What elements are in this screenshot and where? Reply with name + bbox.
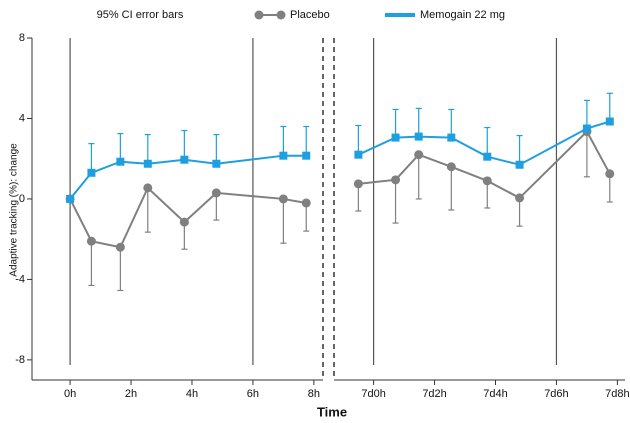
marker [302, 151, 311, 160]
y-tick-label: 8 [19, 32, 25, 44]
x-tick-label: 0h [64, 388, 76, 400]
x-tick-label: 7d4h [483, 388, 507, 400]
y-tick-label: 0 [19, 193, 25, 205]
x-tick-label: 2h [125, 388, 137, 400]
marker [483, 152, 492, 161]
marker [143, 183, 153, 193]
marker [414, 132, 423, 141]
legend-label: Placebo [290, 9, 330, 21]
marker [279, 151, 288, 160]
x-tick-label: 7d8h [605, 388, 629, 400]
x-tick-label: 7d2h [422, 388, 446, 400]
x-tick-label: 6h [247, 388, 259, 400]
marker [515, 193, 525, 203]
marker [211, 188, 221, 198]
x-tick-label: 7d6h [544, 388, 568, 400]
legend-title: 95% CI error bars [97, 9, 184, 21]
marker [66, 194, 75, 203]
marker [212, 159, 221, 168]
legend-swatch [254, 10, 264, 20]
marker [115, 242, 125, 252]
marker [301, 198, 311, 208]
marker [180, 155, 189, 164]
y-axis-title: Adaptive tracking (%): change [9, 143, 20, 277]
legend-label: Memogain 22 mg [420, 9, 505, 21]
marker [86, 236, 96, 246]
marker [414, 150, 424, 160]
x-tick-label: 8h [308, 388, 320, 400]
x-axis-title: Time [317, 404, 347, 419]
y-tick-label: 4 [19, 112, 25, 124]
series-line [69, 154, 307, 200]
y-tick-label: -8 [15, 354, 25, 366]
marker [391, 175, 401, 185]
marker [605, 169, 615, 179]
x-tick-label: 7d0h [361, 388, 385, 400]
marker [353, 179, 363, 189]
marker [515, 160, 524, 169]
marker [447, 133, 456, 142]
marker [179, 217, 189, 227]
marker [482, 176, 492, 186]
marker [143, 159, 152, 168]
x-tick-label: 4h [186, 388, 198, 400]
marker [605, 117, 614, 126]
series-line [69, 186, 307, 249]
marker [582, 124, 591, 133]
marker [391, 133, 400, 142]
marker [446, 162, 456, 172]
marker [116, 157, 125, 166]
series-line [358, 129, 611, 200]
marker [87, 168, 96, 177]
legend-swatch [276, 10, 286, 20]
marker [354, 150, 363, 159]
y-tick-label: -4 [15, 273, 25, 285]
marker [278, 194, 288, 204]
